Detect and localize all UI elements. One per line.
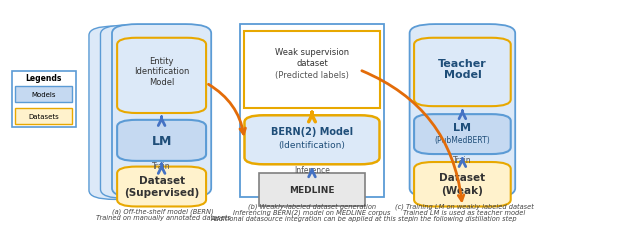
FancyBboxPatch shape (414, 162, 511, 207)
Text: Dataset: Dataset (138, 175, 185, 185)
FancyBboxPatch shape (244, 116, 380, 165)
FancyBboxPatch shape (259, 174, 365, 207)
Text: (Identification): (Identification) (278, 140, 346, 149)
Text: Train: Train (152, 162, 171, 171)
Text: Teacher: Teacher (438, 59, 487, 69)
Text: Dataset: Dataset (439, 173, 486, 183)
FancyBboxPatch shape (15, 86, 72, 102)
Text: (c) Training LM on weakly labeled dataset: (c) Training LM on weakly labeled datase… (395, 203, 533, 209)
Text: (PubMedBERT): (PubMedBERT) (435, 136, 490, 145)
Text: Identification: Identification (134, 67, 189, 76)
Text: Inferencing BERN(2) model on MEDLINE corpus: Inferencing BERN(2) model on MEDLINE cor… (233, 209, 391, 215)
FancyBboxPatch shape (100, 26, 200, 198)
Text: BERN(2) Model: BERN(2) Model (271, 126, 353, 136)
Text: Inference: Inference (294, 165, 330, 174)
Text: Model: Model (444, 70, 481, 80)
FancyBboxPatch shape (117, 120, 206, 161)
FancyBboxPatch shape (12, 72, 76, 127)
Text: Legends: Legends (26, 74, 61, 83)
Text: Entity: Entity (149, 57, 174, 66)
Text: dataset: dataset (296, 59, 328, 68)
FancyBboxPatch shape (15, 109, 72, 125)
Text: (Predicted labels): (Predicted labels) (275, 70, 349, 79)
Text: (Supervised): (Supervised) (124, 188, 199, 197)
Text: (a) Off-the-shelf model (BERN): (a) Off-the-shelf model (BERN) (113, 208, 214, 214)
Text: Trained LM is used as teacher model: Trained LM is used as teacher model (403, 209, 525, 215)
FancyBboxPatch shape (414, 115, 511, 154)
FancyBboxPatch shape (410, 25, 515, 197)
Text: Train: Train (453, 155, 472, 164)
Text: (b) Weakly-labeled dataset generation: (b) Weakly-labeled dataset generation (248, 203, 376, 209)
Text: (Weak): (Weak) (442, 185, 483, 195)
Text: Weak supervision: Weak supervision (275, 48, 349, 57)
Text: LM: LM (453, 123, 472, 133)
FancyBboxPatch shape (244, 32, 380, 109)
Text: Model: Model (149, 77, 174, 86)
Text: LM: LM (152, 134, 172, 147)
FancyBboxPatch shape (89, 27, 188, 200)
FancyBboxPatch shape (112, 25, 211, 197)
FancyBboxPatch shape (240, 25, 384, 197)
FancyBboxPatch shape (117, 39, 206, 114)
Text: Models: Models (31, 91, 56, 97)
Text: MEDLINE: MEDLINE (289, 186, 335, 195)
Text: Datasets: Datasets (28, 114, 59, 120)
Text: in the following distillation step: in the following distillation step (412, 215, 516, 221)
FancyBboxPatch shape (414, 39, 511, 107)
Text: Additional datasource integration can be applied at this step: Additional datasource integration can be… (211, 215, 413, 221)
FancyBboxPatch shape (117, 167, 206, 207)
Text: Trained on manually annotated datasets: Trained on manually annotated datasets (96, 214, 230, 220)
